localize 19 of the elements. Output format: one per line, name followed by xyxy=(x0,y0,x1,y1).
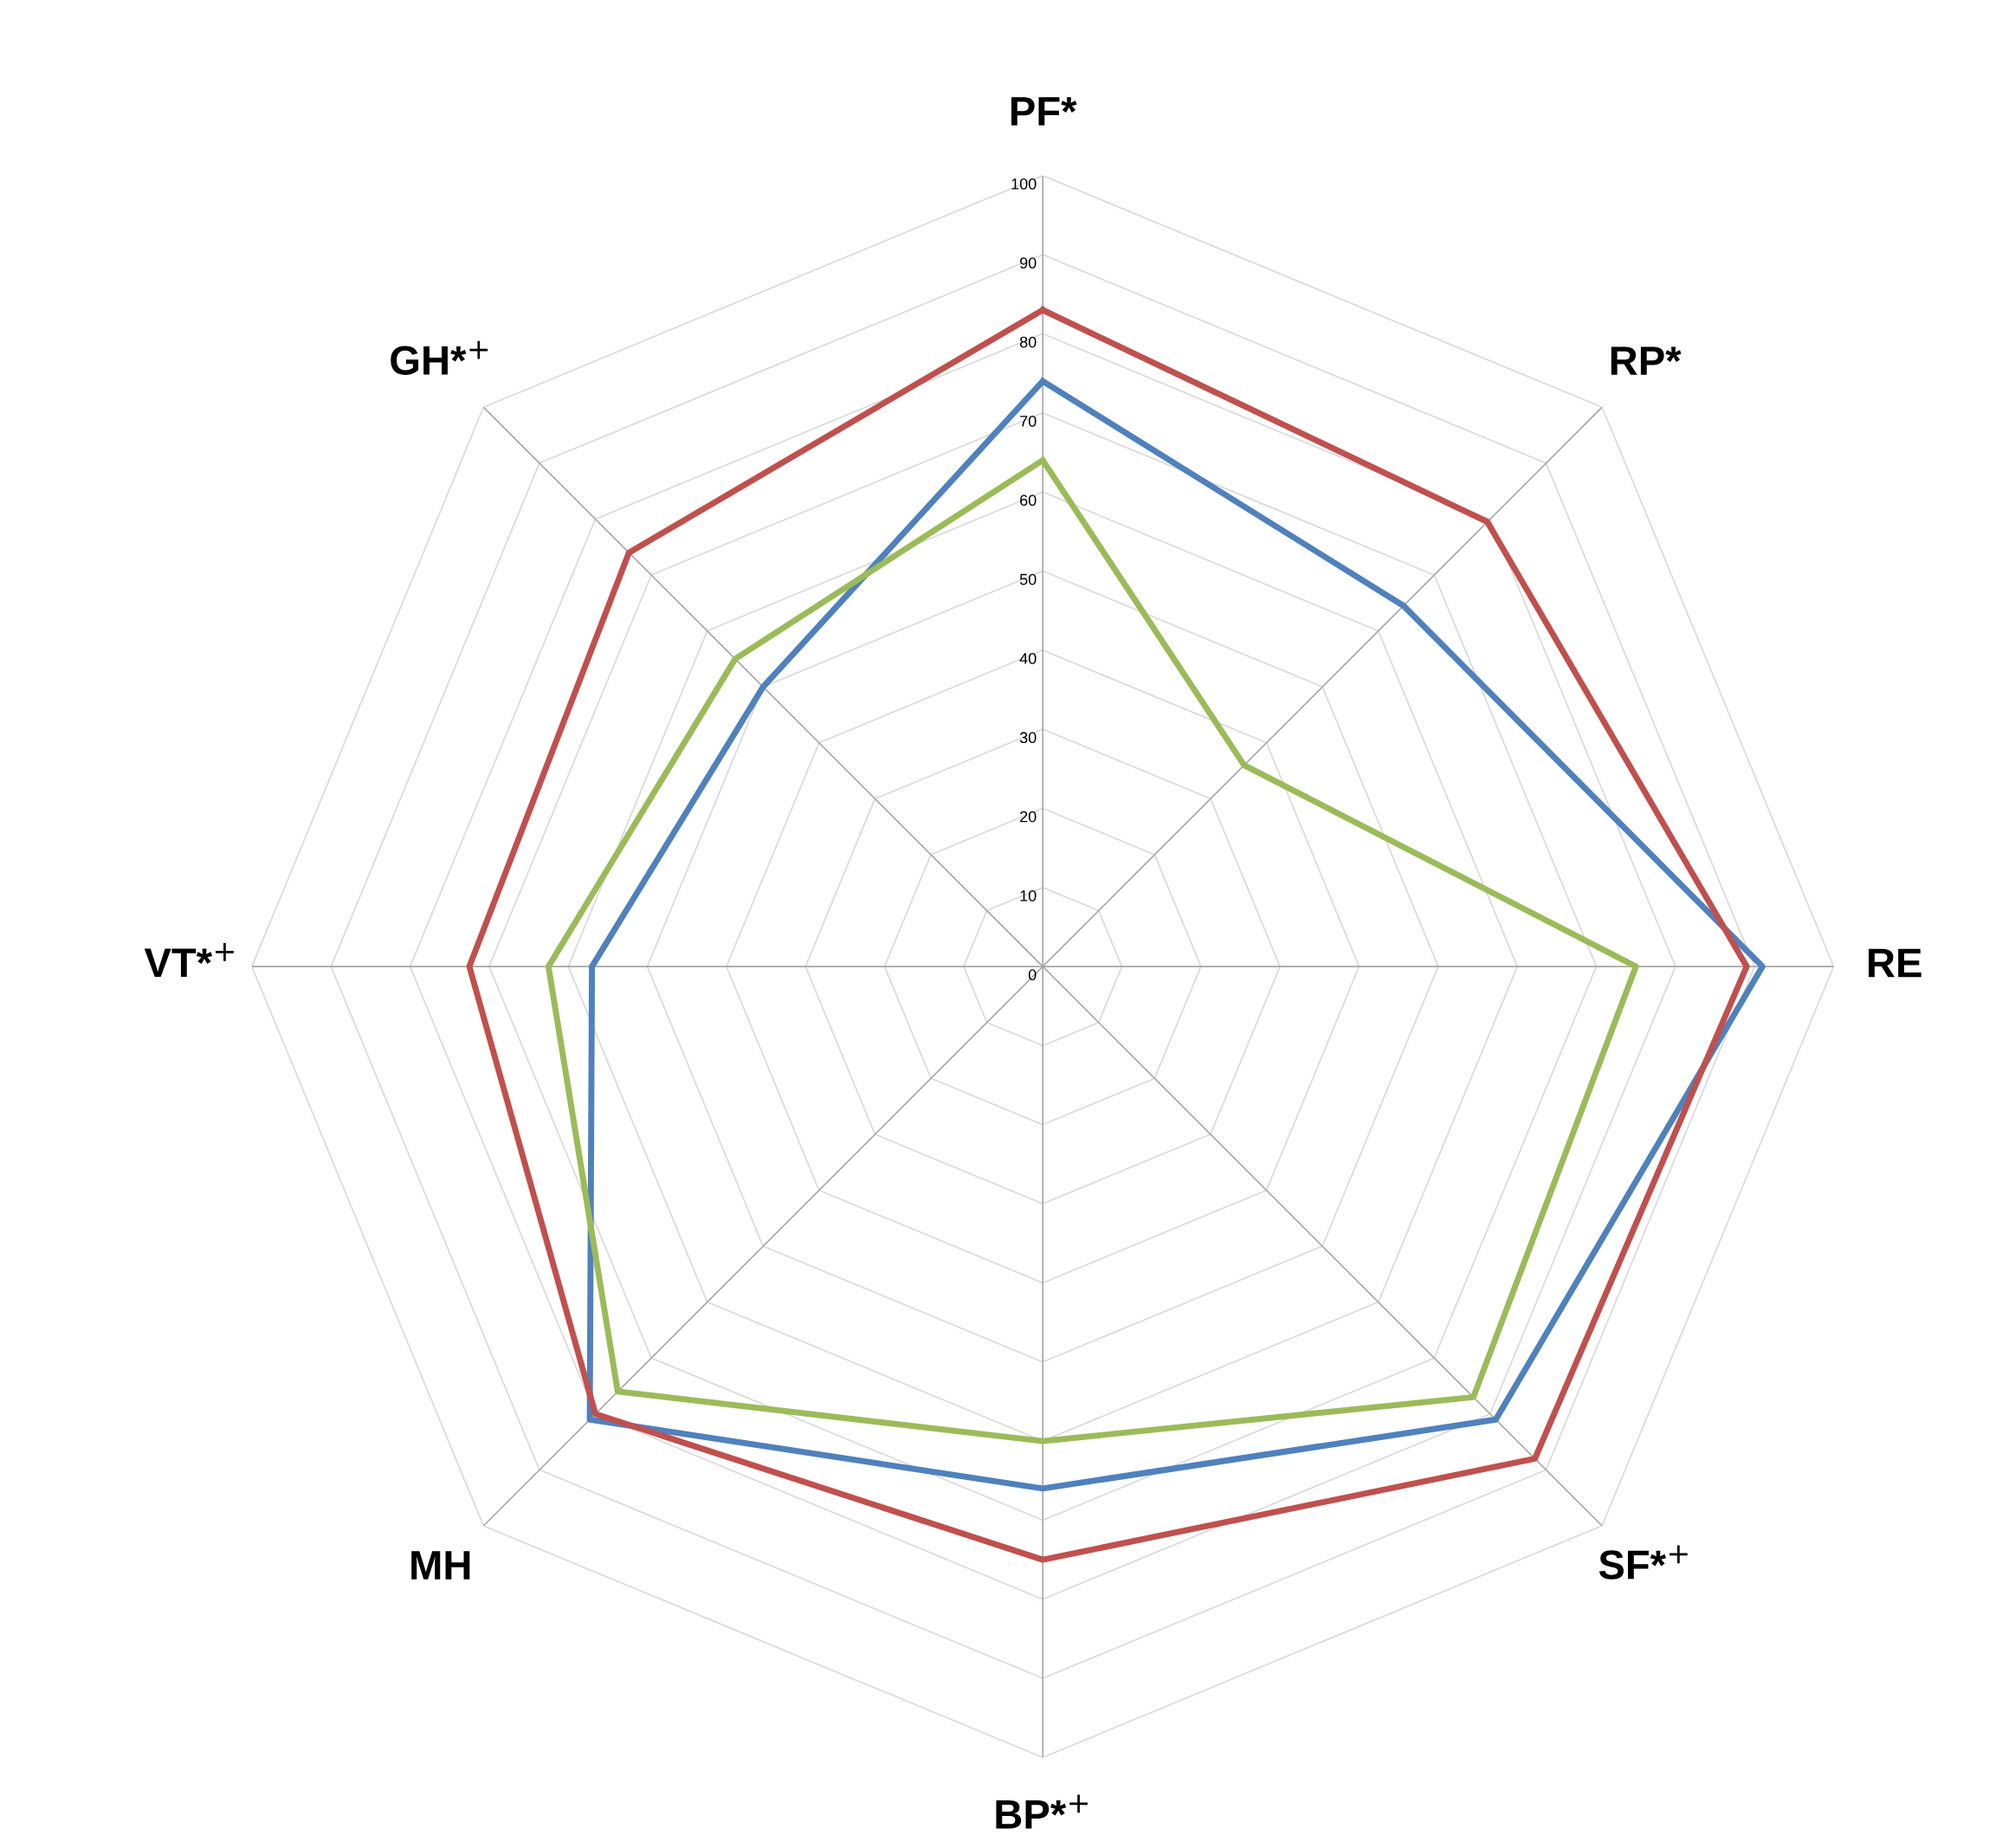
y-tick-label: 0 xyxy=(1028,969,1037,981)
y-tick-label: 10 xyxy=(1020,890,1037,901)
y-tick-label: 40 xyxy=(1019,653,1037,664)
spoke-label: PF* xyxy=(1011,97,1077,126)
y-tick-label: 50 xyxy=(1019,573,1037,585)
spoke-label: RE xyxy=(1869,948,1921,978)
y-tick-label: 60 xyxy=(1020,494,1037,507)
spoke-label: SF*$^{+}$ xyxy=(1598,1545,1688,1580)
spoke-label: VT*$^{+}$ xyxy=(144,943,234,977)
y-tick-label: 90 xyxy=(1020,257,1037,269)
y-tick-label: 80 xyxy=(1019,336,1037,348)
y-tick-label: 20 xyxy=(1020,811,1037,823)
spoke-label: BP*$^{+}$ xyxy=(996,1794,1088,1829)
y-tick-label: 100 xyxy=(1011,178,1037,190)
spoke-label: MH xyxy=(411,1551,470,1580)
y-tick-label: 70 xyxy=(1020,415,1037,427)
y-tick-label: 30 xyxy=(1019,732,1037,744)
spoke-label: GH*$^{+}$ xyxy=(391,340,488,375)
spoke-label: RP* xyxy=(1611,346,1682,375)
